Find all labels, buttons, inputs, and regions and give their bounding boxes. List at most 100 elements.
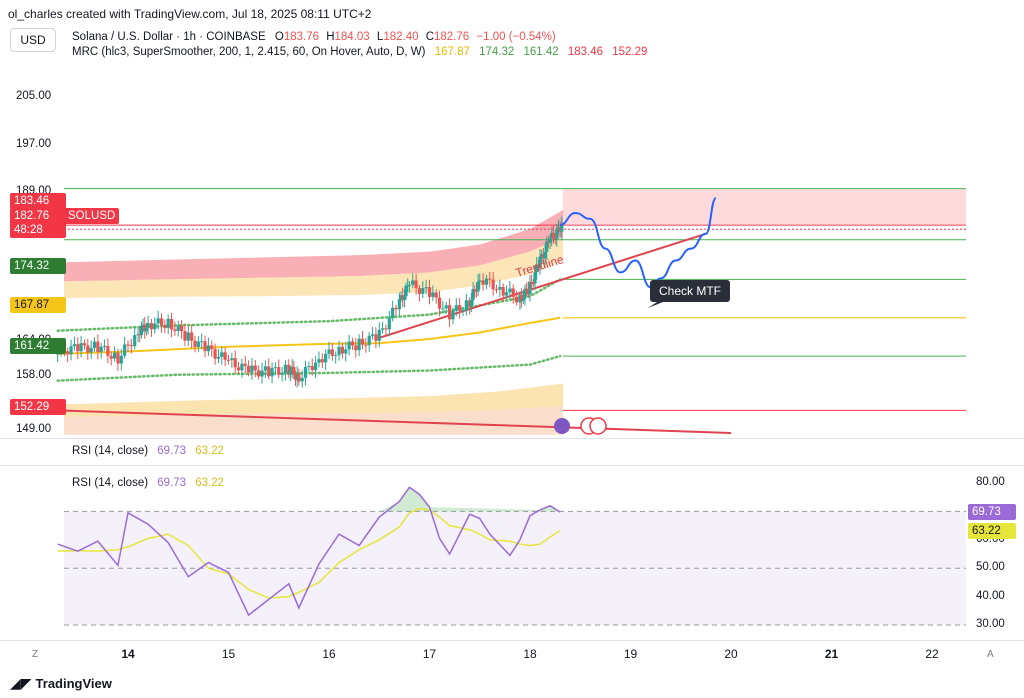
candle-body xyxy=(314,362,318,371)
candle-body xyxy=(288,370,293,375)
candle-body xyxy=(364,344,368,346)
candle-body xyxy=(126,344,130,346)
check-mtf-callout[interactable]: Check MTF xyxy=(650,280,731,302)
price-tag: 152.29 xyxy=(10,399,66,415)
candle-body xyxy=(344,349,348,354)
candle-body xyxy=(551,232,556,239)
candle-body xyxy=(106,346,110,356)
candle-body xyxy=(515,296,519,303)
candle-body xyxy=(223,352,227,360)
time-tick: 19 xyxy=(623,647,638,661)
candle-body xyxy=(434,292,438,298)
time-tick: 15 xyxy=(221,647,236,661)
candle-body xyxy=(273,367,277,369)
candle-body xyxy=(546,241,551,243)
candle-body xyxy=(183,331,187,341)
candle-body xyxy=(196,341,200,347)
mrc-label: MRC (hlc3, SuperSmoother, 200, 1, 2.415,… xyxy=(72,46,426,58)
pane-divider[interactable] xyxy=(0,465,1024,466)
candle-body xyxy=(136,334,140,336)
candle-body xyxy=(169,318,174,330)
candle-body xyxy=(451,310,455,320)
candle-body xyxy=(360,338,365,345)
log-scale-toggle[interactable]: Z xyxy=(32,649,39,660)
price-tick: 197.00 xyxy=(16,137,52,150)
mrc-legend[interactable]: MRC (hlc3, SuperSmoother, 200, 1, 2.415,… xyxy=(72,46,653,58)
candle-body xyxy=(476,281,480,292)
currency-selector[interactable]: USD xyxy=(10,28,56,52)
candle-body xyxy=(233,358,237,368)
candle-body xyxy=(129,345,133,347)
candle-body xyxy=(555,229,559,239)
candle-body xyxy=(92,341,97,348)
candle-body xyxy=(230,358,234,361)
candle-body xyxy=(444,305,448,309)
rsi-legend-collapsed[interactable]: RSI (14, close) 69.73 63.22 xyxy=(72,445,225,457)
price-tag: 182.76 xyxy=(10,208,66,224)
candle-body xyxy=(504,292,509,296)
candle-body xyxy=(303,366,308,378)
candle-body xyxy=(469,300,473,307)
candle-body xyxy=(461,310,465,312)
candle-body xyxy=(153,323,157,330)
candle-body xyxy=(76,344,80,352)
candle-body xyxy=(163,325,167,328)
candle-body xyxy=(391,307,395,319)
candle-body xyxy=(290,366,294,371)
candle-body xyxy=(206,345,210,352)
candle-body xyxy=(186,332,190,341)
candle-body xyxy=(253,365,257,371)
ohlc-open: O183.76 xyxy=(274,31,319,43)
candle-body xyxy=(146,323,150,328)
candle-body xyxy=(116,352,120,364)
candle-body xyxy=(250,365,254,373)
rsi-tick: 50.00 xyxy=(976,561,1005,574)
candle-body xyxy=(528,281,532,295)
candle-body xyxy=(69,346,73,355)
trendline xyxy=(378,232,707,339)
candle-body xyxy=(381,328,385,330)
candle-body xyxy=(370,334,375,336)
candle-body xyxy=(545,241,549,252)
candle-body xyxy=(491,279,495,290)
candle-body xyxy=(200,341,204,343)
pane-divider[interactable] xyxy=(0,438,1024,439)
candle-body xyxy=(267,366,271,377)
symbol-tag: SOLUSD xyxy=(64,208,120,224)
time-tick: 17 xyxy=(422,647,437,661)
candle-body xyxy=(441,308,445,310)
candle-body xyxy=(216,356,221,359)
candle-body xyxy=(553,238,557,240)
candle-body xyxy=(220,352,224,357)
candle-body xyxy=(133,335,137,347)
candle-body xyxy=(424,287,428,289)
candle-body xyxy=(257,370,261,377)
symbol-title[interactable]: Solana / U.S. Dollar · 1h · COINBASE xyxy=(72,31,266,43)
candle-body xyxy=(556,227,561,230)
candle-body xyxy=(293,374,298,380)
tradingview-logo[interactable]: ◢◤ TradingView xyxy=(10,675,112,691)
candle-body xyxy=(119,355,123,364)
mrc-value-upper-inner: 174.32 xyxy=(479,46,515,58)
candle-body xyxy=(86,345,90,353)
candle-body xyxy=(533,272,537,284)
candle-body xyxy=(113,352,117,359)
candle-body xyxy=(203,341,207,352)
auto-scale-toggle[interactable]: A xyxy=(987,649,994,660)
candle-body xyxy=(213,349,217,359)
candle-body xyxy=(404,285,408,297)
price-tag: 174.32 xyxy=(10,258,66,274)
candle-body xyxy=(99,346,103,352)
candle-body xyxy=(310,365,314,371)
candle-body xyxy=(193,340,197,347)
candle-body xyxy=(243,363,247,366)
rsi-tick: 30.00 xyxy=(976,618,1005,630)
rsi-value-tag: 69.73 xyxy=(968,504,1016,521)
candle-body xyxy=(548,238,552,243)
lower-inner-band xyxy=(56,354,562,382)
projection-path xyxy=(559,197,717,289)
time-tick: 20 xyxy=(724,647,738,661)
rsi-legend[interactable]: RSI (14, close) 69.73 63.22 xyxy=(72,477,225,489)
lower-trend-line xyxy=(57,409,732,434)
